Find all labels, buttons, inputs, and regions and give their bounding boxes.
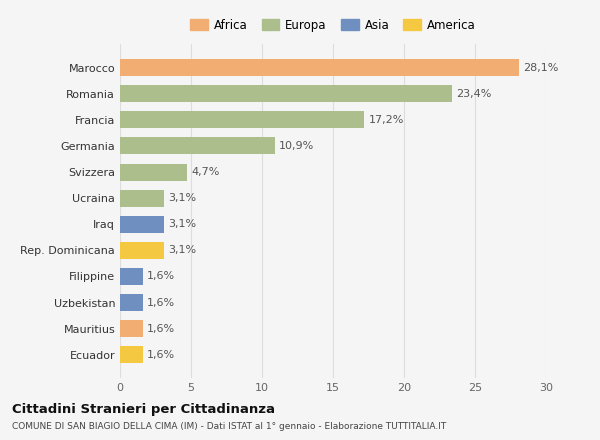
Text: COMUNE DI SAN BIAGIO DELLA CIMA (IM) - Dati ISTAT al 1° gennaio - Elaborazione T: COMUNE DI SAN BIAGIO DELLA CIMA (IM) - D… <box>12 422 446 431</box>
Bar <box>120 346 143 363</box>
Text: 1,6%: 1,6% <box>147 297 175 308</box>
Bar <box>120 320 143 337</box>
Bar <box>120 242 164 259</box>
Bar <box>120 111 364 128</box>
Bar <box>120 294 143 311</box>
Bar <box>120 268 143 285</box>
Text: 3,1%: 3,1% <box>168 246 196 255</box>
Bar <box>120 137 275 154</box>
Text: 4,7%: 4,7% <box>191 167 220 177</box>
Text: 17,2%: 17,2% <box>368 115 404 125</box>
Bar <box>120 216 164 233</box>
Text: 28,1%: 28,1% <box>523 62 559 73</box>
Text: 1,6%: 1,6% <box>147 271 175 282</box>
Bar <box>120 190 164 207</box>
Bar <box>120 164 187 180</box>
Legend: Africa, Europa, Asia, America: Africa, Europa, Asia, America <box>188 16 478 34</box>
Text: 3,1%: 3,1% <box>168 219 196 229</box>
Text: 1,6%: 1,6% <box>147 350 175 360</box>
Text: 1,6%: 1,6% <box>147 324 175 334</box>
Text: 23,4%: 23,4% <box>457 89 492 99</box>
Text: 10,9%: 10,9% <box>279 141 314 151</box>
Bar <box>120 85 452 102</box>
Bar <box>120 59 519 76</box>
Text: Cittadini Stranieri per Cittadinanza: Cittadini Stranieri per Cittadinanza <box>12 403 275 416</box>
Text: 3,1%: 3,1% <box>168 193 196 203</box>
